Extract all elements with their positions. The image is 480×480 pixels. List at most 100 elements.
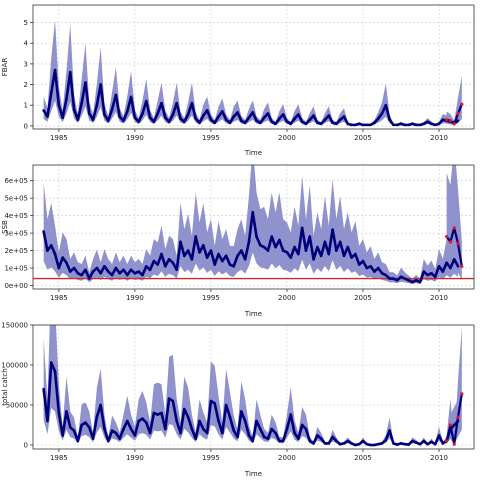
fbar-forecast-point — [460, 102, 464, 106]
total-catch-data-point — [319, 437, 323, 440]
ssb-data-point — [346, 245, 350, 249]
total-catch-data-point — [46, 419, 49, 423]
fbar-y-tick-label: 3 — [24, 60, 28, 68]
fbar-data-point — [114, 93, 118, 97]
ssb-series-points — [42, 210, 460, 284]
fbar-data-point — [247, 116, 251, 119]
total-catch-data-point — [418, 442, 422, 446]
ssb-data-point — [456, 264, 460, 268]
ssb-data-point — [217, 252, 220, 256]
ssb-data-point — [365, 266, 369, 270]
ssb-data-point — [449, 266, 452, 270]
ssb-data-point — [251, 210, 255, 214]
total-catch-data-point — [395, 443, 399, 446]
ssb-y-tick-label: 1e+05 — [4, 265, 28, 273]
fbar-data-point — [99, 83, 102, 86]
ssb-data-point — [433, 275, 437, 279]
total-catch-data-point — [392, 442, 395, 445]
total-catch-data-point — [91, 437, 95, 440]
fbar-data-point — [319, 122, 323, 126]
ssb-data-point — [76, 271, 80, 275]
ssb-data-point — [354, 252, 357, 256]
ssb-data-point — [361, 259, 365, 263]
total-catch-plot-area — [42, 325, 464, 447]
fbar-data-point — [346, 122, 350, 126]
fbar-data-point — [255, 119, 258, 123]
ssb-data-point — [289, 256, 293, 259]
fbar-data-point — [376, 117, 380, 120]
total-catch-data-point — [452, 423, 456, 427]
ssb-data-point — [57, 266, 61, 270]
ssb-data-point — [164, 264, 167, 268]
ssb-data-point — [91, 270, 95, 273]
ssb-data-point — [240, 249, 243, 252]
ssb-data-point — [430, 271, 433, 275]
fbar-data-point — [335, 122, 338, 126]
total-catch-data-point — [399, 442, 403, 445]
fbar-data-point — [316, 121, 319, 125]
ssb-data-point — [87, 277, 91, 280]
fbar-data-point — [304, 122, 308, 126]
total-catch-data-point — [270, 427, 274, 431]
total-catch-data-point — [433, 442, 437, 446]
fbar-data-point — [141, 112, 144, 115]
fbar-data-point — [202, 114, 205, 117]
fbar-data-point — [129, 95, 133, 99]
fbar-data-point — [274, 122, 277, 126]
fbar-data-point — [217, 115, 220, 118]
fbar-data-point — [354, 123, 357, 127]
ssb-forecast-point — [452, 226, 456, 230]
ssb-data-point — [331, 228, 334, 231]
ssb-data-point — [175, 268, 179, 272]
fbar-data-point — [144, 99, 148, 103]
fbar-data-point — [91, 118, 95, 121]
ssb-y-axis: 0e+00 1e+05 2e+05 3e+05 4e+05 5e+05 6e+05 — [4, 177, 33, 290]
total-catch-data-point — [99, 403, 102, 407]
total-catch-data-point — [304, 427, 308, 431]
fbar-x-tick-label: 1995 — [202, 134, 220, 142]
ssb-data-point — [293, 245, 296, 249]
ssb-data-point — [338, 240, 342, 244]
ssb-data-point — [118, 271, 121, 275]
fbar-x-tick-label: 2005 — [354, 134, 372, 142]
total-catch-data-point — [68, 426, 72, 429]
ssb-data-point — [304, 249, 308, 252]
ssb-forecast-point — [460, 264, 464, 268]
ssb-x-tick-label: 1990 — [126, 294, 144, 302]
fbar-data-point — [183, 120, 186, 124]
ssb-y-tick-label: 4e+05 — [4, 212, 28, 220]
ssb-data-point — [270, 235, 274, 238]
fbar-data-point — [414, 123, 418, 127]
fbar-data-point — [422, 122, 426, 126]
total-catch-data-point — [441, 442, 445, 445]
ssb-data-point — [422, 270, 426, 273]
total-catch-data-point — [224, 403, 228, 407]
ssb-data-point — [46, 249, 49, 252]
total-catch-data-point — [274, 431, 277, 435]
ssb-forecast-band — [446, 165, 462, 280]
fbar-data-point — [148, 116, 152, 119]
total-catch-data-point — [61, 434, 64, 437]
total-catch-x-tick-label: 2010 — [430, 454, 448, 462]
fbar-data-point — [228, 121, 232, 125]
total-catch-data-point — [110, 429, 114, 432]
fbar-data-point — [179, 117, 182, 120]
fbar-data-point — [76, 118, 80, 121]
fbar-data-point — [118, 115, 121, 118]
fbar-data-point — [221, 110, 224, 113]
total-catch-data-point — [217, 419, 220, 423]
total-catch-data-point — [202, 427, 205, 431]
fbar-y-tick-label: 4 — [24, 40, 29, 48]
total-catch-data-point — [118, 437, 121, 440]
total-catch-data-point — [156, 413, 159, 416]
total-catch-data-point — [430, 440, 433, 444]
ssb-data-point — [316, 245, 319, 249]
fbar-data-point — [259, 121, 262, 125]
ssb-data-point — [441, 270, 445, 273]
ssb-data-point — [152, 259, 156, 263]
total-catch-data-point — [137, 419, 140, 423]
fbar-data-point — [308, 118, 312, 121]
fbar-data-point — [87, 112, 91, 115]
fbar-data-point — [441, 118, 445, 121]
ssb-data-point — [133, 271, 137, 275]
